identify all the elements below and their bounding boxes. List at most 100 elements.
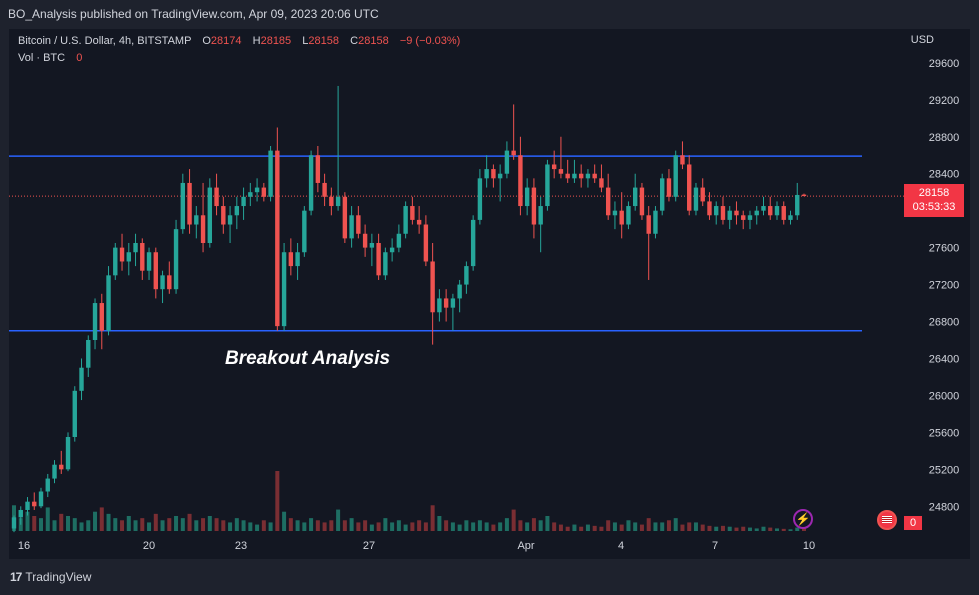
volume-bar: [221, 520, 226, 531]
candle-body: [261, 187, 267, 197]
candle-body: [443, 298, 449, 308]
volume-bar: [201, 518, 206, 531]
volume-bar: [720, 525, 725, 531]
volume-bar: [207, 516, 212, 531]
candle-body: [768, 206, 773, 216]
candle-body: [173, 229, 179, 290]
candle-body: [281, 252, 287, 327]
candle-body: [632, 187, 638, 207]
candle-body: [592, 173, 597, 179]
candle-body: [383, 252, 388, 276]
x-tick-label: 27: [363, 540, 375, 552]
candle-body: [194, 215, 199, 225]
volume-bar: [457, 524, 462, 531]
volume-bar: [781, 528, 786, 531]
candle-body: [119, 247, 125, 262]
annotation-text[interactable]: Breakout Analysis: [225, 348, 391, 369]
candle-body: [38, 491, 44, 507]
volume-bar: [160, 520, 165, 531]
candlestick-chart[interactable]: 2480025200256002600026400268002720027600…: [9, 29, 970, 559]
y-tick-label: 26800: [929, 317, 960, 329]
candle-body: [315, 155, 321, 183]
volume-bar: [25, 511, 30, 531]
candle-body: [430, 261, 435, 313]
candle-body: [666, 178, 672, 197]
candle-body: [376, 243, 381, 276]
volume-bar: [329, 520, 334, 531]
volume-bar: [700, 524, 705, 531]
flag-icon[interactable]: [877, 510, 897, 530]
volume-bar: [585, 524, 590, 531]
y-tick-label: 28800: [929, 132, 960, 144]
volume-bar: [464, 520, 469, 531]
volume-bar: [430, 505, 435, 531]
bolt-icon[interactable]: ⚡: [793, 509, 813, 529]
last-price-badge: 28158 03:53:33: [904, 184, 964, 217]
volume-bar: [795, 527, 800, 531]
candle-body: [612, 210, 618, 216]
volume-bar: [437, 516, 442, 531]
volume-bar: [180, 518, 185, 531]
volume-bar: [268, 522, 273, 531]
candle-body: [221, 206, 226, 225]
volume-bar: [72, 518, 77, 531]
close-label: C: [350, 35, 359, 47]
high-value: 28185: [260, 35, 292, 47]
y-tick-label: 27200: [929, 280, 960, 292]
volume-bar: [288, 518, 293, 531]
volume-bar: [606, 520, 611, 531]
candle-body: [673, 155, 678, 197]
candle-body: [585, 173, 591, 179]
volume-bar: [423, 522, 428, 531]
volume-bar: [666, 520, 671, 531]
symbol-name: Bitcoin / U.S. Dollar, 4h, BITSTAMP: [18, 35, 192, 47]
volume-bar: [477, 520, 482, 531]
volume-bar: [660, 522, 665, 531]
candle-body: [626, 206, 631, 225]
candle-body: [342, 196, 348, 239]
candle-body: [437, 298, 442, 313]
volume-bar: [619, 524, 624, 531]
volume-bar: [356, 522, 361, 531]
candle-body: [59, 464, 64, 470]
candle-body: [531, 187, 537, 225]
chart-frame[interactable]: 24800 25200 25600 26000 26400 26800 27200 27600…: [9, 29, 970, 559]
volume-bar: [39, 518, 44, 531]
candle-body: [491, 169, 496, 179]
candle-body: [99, 303, 104, 331]
volume-value: 0: [76, 52, 83, 64]
y-tick-label: 29600: [929, 58, 960, 70]
volume-bar: [639, 524, 644, 531]
volume-bar: [491, 524, 496, 531]
volume-bar: [788, 529, 793, 531]
candle-body: [639, 187, 645, 216]
candle-body: [268, 150, 273, 197]
volume-bar: [187, 513, 192, 531]
candle-body: [86, 340, 91, 368]
high-label: H: [252, 35, 261, 47]
volume-bar: [599, 526, 604, 531]
candle-body: [572, 173, 577, 179]
volume-bar: [66, 516, 71, 531]
volume-bar: [214, 518, 219, 531]
candle-body: [646, 215, 651, 234]
footer[interactable]: 17 TradingView: [10, 570, 91, 584]
candle-body: [18, 509, 23, 518]
volume-bar: [59, 513, 64, 531]
volume-bar: [99, 507, 104, 531]
publisher-line: BO_Analysis published on TradingView.com…: [8, 7, 379, 21]
volume-bar: [592, 525, 597, 531]
candle-body: [254, 187, 260, 193]
candle-body: [551, 164, 557, 170]
currency-label[interactable]: USD: [910, 34, 934, 46]
candle-body: [335, 196, 341, 207]
candle-body: [693, 187, 699, 211]
volume-bar: [612, 522, 617, 531]
volume-bar: [802, 528, 806, 531]
candle-body: [362, 233, 368, 248]
open-value: 28174: [210, 35, 242, 47]
volume-bar: [248, 522, 253, 531]
volume-badge: 0: [904, 516, 922, 530]
volume-bar: [336, 509, 341, 531]
candle-body: [349, 215, 354, 239]
